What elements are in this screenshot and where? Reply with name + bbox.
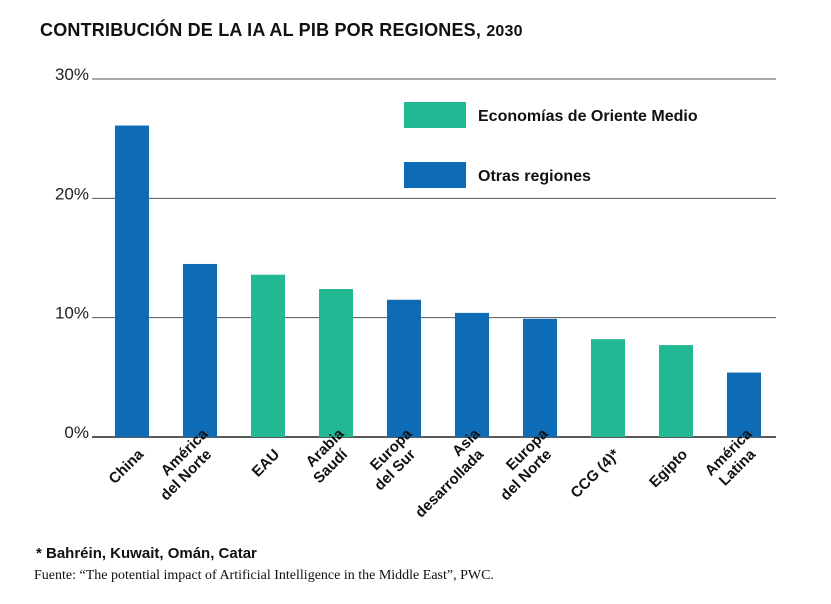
legend-swatch-middle-east: [404, 102, 466, 128]
bar: [455, 312, 489, 437]
x-tick-label: Egipto: [646, 446, 691, 491]
footnote: * Bahréin, Kuwait, Omán, Catar: [36, 545, 257, 562]
bar: [115, 125, 149, 437]
source-note: Fuente: “The potential impact of Artific…: [34, 568, 494, 583]
chart-title-year: 2030: [486, 23, 523, 40]
bar: [387, 299, 421, 437]
y-tick-label: 20%: [55, 184, 89, 203]
legend-swatch-other: [404, 162, 466, 188]
x-tick-label: Asiadesarrollada: [400, 425, 496, 521]
bar: [523, 318, 557, 437]
y-tick-label: 30%: [55, 65, 89, 84]
bar: [319, 289, 353, 437]
y-tick-label: 0%: [64, 423, 89, 442]
x-tick-label: China: [106, 446, 148, 488]
chart-title-main: CONTRIBUCIÓN DE LA IA AL PIB POR REGIONE…: [40, 20, 482, 40]
bar: [659, 345, 693, 437]
x-tick-label: EAU: [249, 446, 283, 480]
y-tick-label: 10%: [55, 304, 89, 323]
bar: [727, 372, 761, 437]
legend-label: Otras regiones: [478, 168, 591, 185]
bar: [251, 274, 285, 437]
x-tick-label: CCG (4)*: [567, 446, 623, 502]
chart-title: CONTRIBUCIÓN DE LA IA AL PIB POR REGIONE…: [40, 20, 523, 41]
bar: [591, 339, 625, 437]
bar: [183, 263, 217, 437]
legend-label: Economías de Oriente Medio: [478, 108, 698, 125]
